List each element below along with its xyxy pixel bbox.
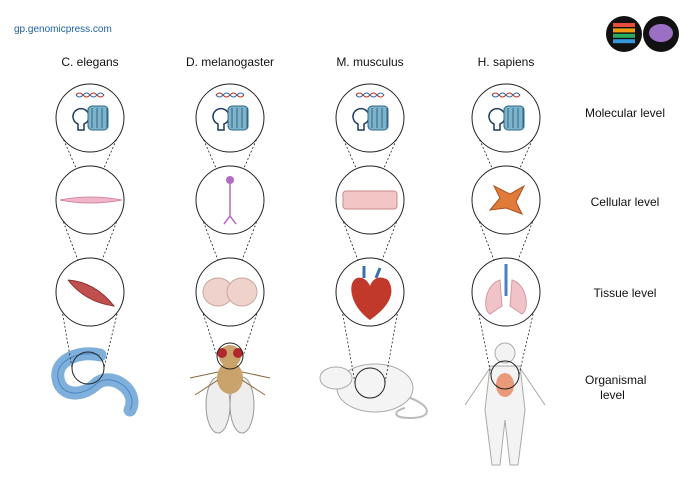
dna xyxy=(491,92,521,98)
connector xyxy=(242,309,259,357)
connector xyxy=(201,309,218,357)
neuron-soma xyxy=(226,176,234,184)
dna xyxy=(355,92,385,98)
human-organs xyxy=(496,373,514,397)
organism-focus xyxy=(490,360,520,390)
protein xyxy=(227,105,249,131)
fly-body xyxy=(217,362,243,394)
row-label: Tissue level xyxy=(593,286,657,300)
cell xyxy=(488,184,526,215)
muscle xyxy=(67,279,116,307)
logo-bar xyxy=(613,39,635,44)
worm-outline xyxy=(57,353,133,411)
column-title: D. melanogaster xyxy=(185,55,275,69)
connector xyxy=(518,309,535,376)
cell xyxy=(342,190,398,210)
mouse-tail xyxy=(395,397,428,420)
vessel xyxy=(362,266,382,279)
bulb xyxy=(488,107,506,131)
bulb xyxy=(352,107,370,131)
organism-focus xyxy=(71,351,105,385)
neuron xyxy=(223,178,237,225)
cell xyxy=(59,196,123,204)
row-label: Organismal level xyxy=(585,373,647,402)
brain xyxy=(226,277,258,307)
organism-focus xyxy=(354,367,386,399)
row-label: Cellular level xyxy=(590,195,660,209)
bulb xyxy=(212,107,230,131)
connector xyxy=(384,309,399,384)
organism-focus xyxy=(216,342,244,370)
protein xyxy=(367,105,389,131)
heart xyxy=(351,277,392,320)
fly-eye xyxy=(233,348,243,358)
connector xyxy=(61,309,73,369)
fly-eye xyxy=(217,348,227,358)
column-title: M. musculus xyxy=(336,55,404,69)
connector xyxy=(341,309,356,384)
site-url: gp.genomicpress.com xyxy=(14,24,112,35)
dna xyxy=(215,92,245,98)
column-title: C. elegans xyxy=(61,55,119,69)
logo-brain xyxy=(649,24,673,42)
dna xyxy=(75,92,105,98)
logo-bar xyxy=(613,23,635,27)
connector xyxy=(103,309,119,369)
human-body xyxy=(464,365,546,466)
human-head xyxy=(494,342,516,364)
logo-bar xyxy=(613,33,635,38)
connector xyxy=(477,309,492,376)
protein xyxy=(87,105,109,131)
worm xyxy=(51,347,139,417)
lung xyxy=(509,279,527,315)
row-label: Molecular level xyxy=(584,106,666,120)
logo-bar xyxy=(613,28,635,33)
bulb xyxy=(72,107,90,131)
protein xyxy=(503,105,525,131)
mouse-head xyxy=(319,366,353,390)
fly-legs xyxy=(189,371,271,396)
column-title: H. sapiens xyxy=(477,55,535,69)
lung xyxy=(485,279,503,315)
